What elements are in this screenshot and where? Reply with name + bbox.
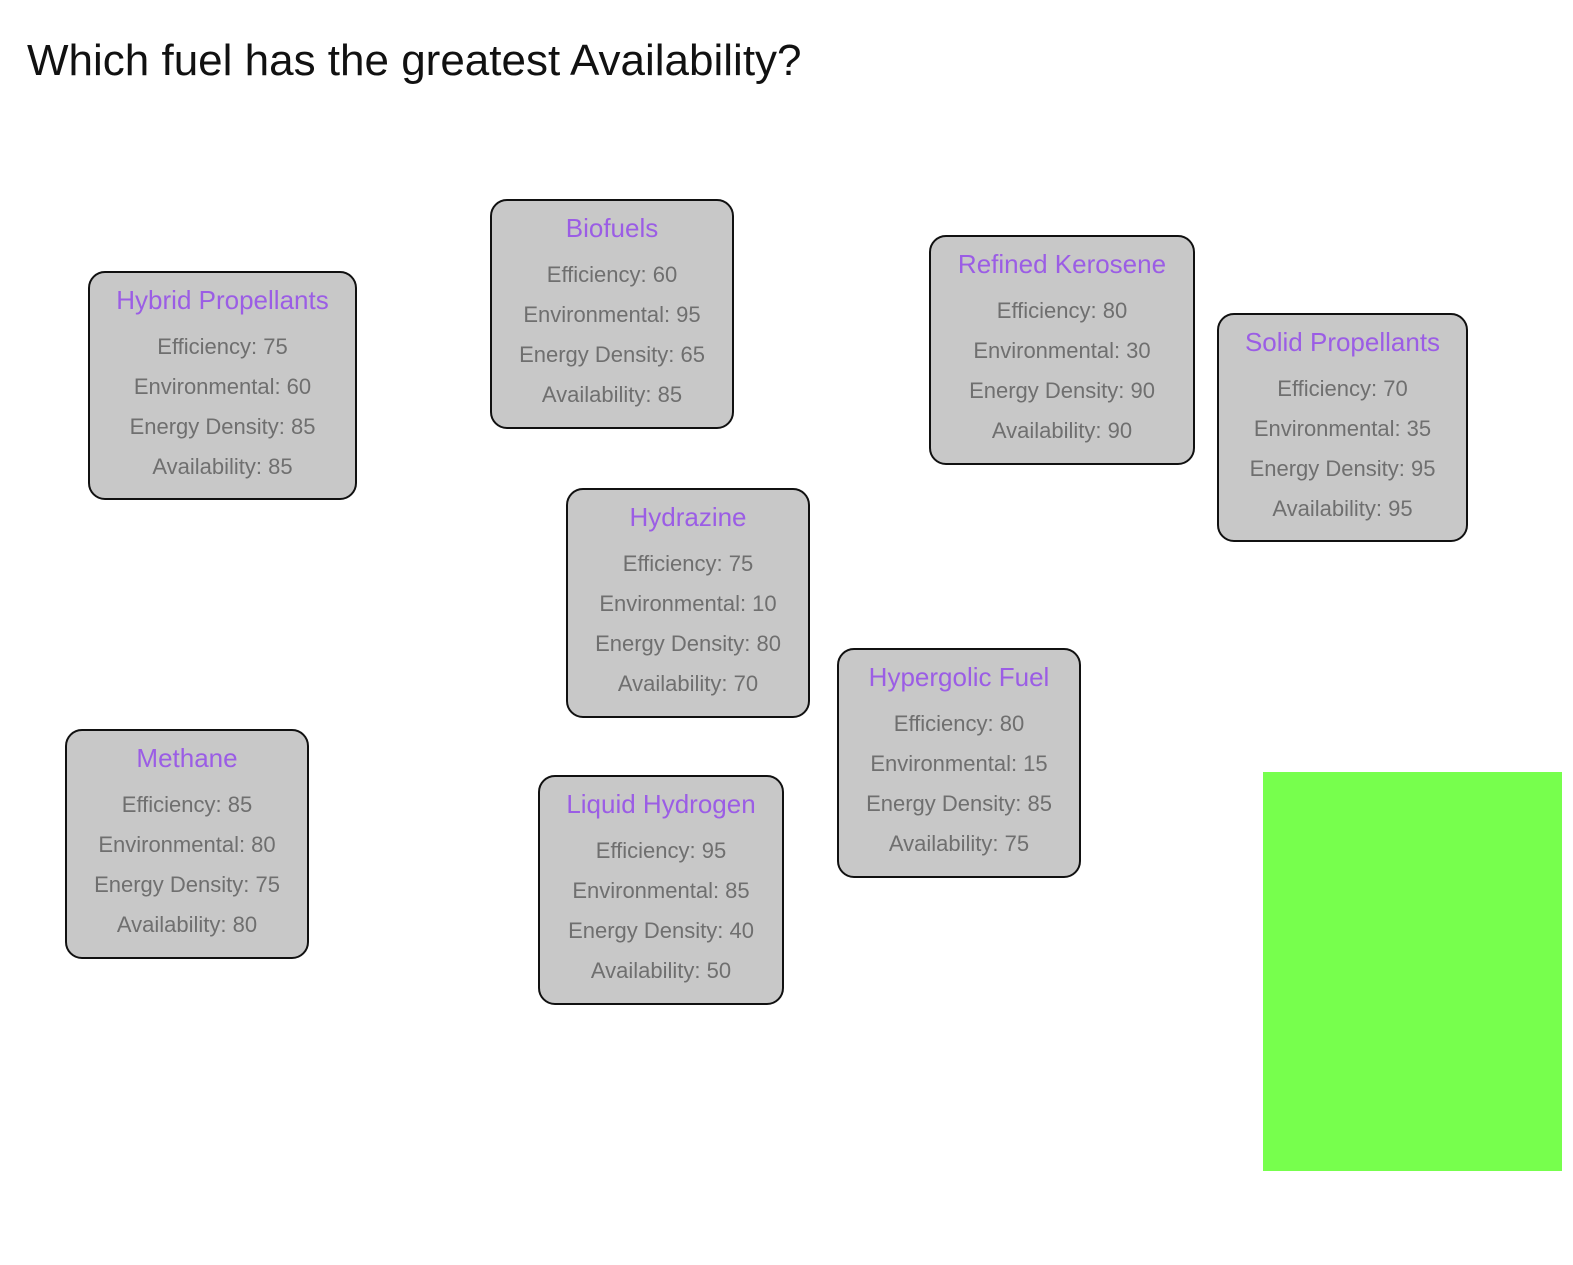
card-title: Hydrazine (629, 502, 747, 532)
fuel-card-solid-propellants[interactable]: Solid Propellants Efficiency: 70 Environ… (1217, 313, 1468, 542)
card-stat-efficiency: Efficiency: 95 (595, 838, 727, 863)
card-title: Methane (136, 743, 238, 773)
fuel-card-hydrazine[interactable]: Hydrazine Efficiency: 75 Environmental: … (566, 488, 810, 718)
card-stat-energy-density: Energy Density: 80 (595, 631, 781, 656)
card-stat-efficiency: Efficiency: 70 (1277, 376, 1408, 401)
card-stat-energy-density: Energy Density: 95 (1249, 456, 1436, 481)
card-title: Hypergolic Fuel (868, 662, 1050, 692)
card-stat-efficiency: Efficiency: 85 (121, 792, 253, 817)
card-stat-energy-density: Energy Density: 75 (94, 872, 280, 897)
card-stat-environmental: Environmental: 15 (870, 751, 1048, 776)
card-stat-environmental: Environmental: 35 (1253, 416, 1432, 441)
card-stat-availability: Availability: 95 (1272, 496, 1413, 521)
card-stat-environmental: Environmental: 80 (98, 832, 276, 857)
card-title: Refined Kerosene (957, 249, 1167, 279)
card-stat-availability: Availability: 90 (991, 418, 1133, 443)
card-stat-energy-density: Energy Density: 40 (568, 918, 754, 943)
card-stat-availability: Availability: 75 (888, 831, 1030, 856)
card-title: Liquid Hydrogen (566, 789, 756, 819)
card-stat-environmental: Environmental: 10 (599, 591, 777, 616)
card-title: Solid Propellants (1244, 327, 1441, 357)
answer-drop-zone[interactable] (1263, 772, 1562, 1171)
fuel-card-liquid-hydrogen[interactable]: Liquid Hydrogen Efficiency: 95 Environme… (538, 775, 784, 1005)
card-stat-efficiency: Efficiency: 75 (622, 551, 754, 576)
fuel-card-biofuels[interactable]: Biofuels Efficiency: 60 Environmental: 9… (490, 199, 734, 429)
card-title: Hybrid Propellants (116, 285, 329, 315)
card-stat-energy-density: Energy Density: 85 (866, 791, 1052, 816)
card-stat-availability: Availability: 50 (590, 958, 732, 983)
card-stat-availability: Availability: 85 (152, 454, 293, 479)
card-title: Biofuels (565, 213, 659, 243)
card-stat-availability: Availability: 80 (116, 912, 258, 937)
fuel-card-refined-kerosene[interactable]: Refined Kerosene Efficiency: 80 Environm… (929, 235, 1195, 465)
fuel-card-methane[interactable]: Methane Efficiency: 85 Environmental: 80… (65, 729, 309, 959)
card-stat-efficiency: Efficiency: 75 (157, 334, 288, 359)
card-stat-environmental: Environmental: 30 (973, 338, 1151, 363)
card-stat-efficiency: Efficiency: 80 (893, 711, 1025, 736)
card-stat-energy-density: Energy Density: 85 (129, 414, 316, 439)
card-stat-environmental: Environmental: 85 (572, 878, 750, 903)
card-stat-availability: Availability: 85 (541, 382, 683, 407)
card-stat-efficiency: Efficiency: 60 (546, 262, 678, 287)
card-stat-efficiency: Efficiency: 80 (996, 298, 1128, 323)
fuel-card-hybrid-propellants[interactable]: Hybrid Propellants Efficiency: 75 Enviro… (88, 271, 357, 500)
card-stat-environmental: Environmental: 95 (523, 302, 701, 327)
card-stat-availability: Availability: 70 (617, 671, 759, 696)
question-prompt: Which fuel has the greatest Availability… (27, 36, 802, 85)
fuel-card-hypergolic-fuel[interactable]: Hypergolic Fuel Efficiency: 80 Environme… (837, 648, 1081, 878)
card-stat-energy-density: Energy Density: 90 (969, 378, 1155, 403)
card-stat-energy-density: Energy Density: 65 (519, 342, 705, 367)
card-stat-environmental: Environmental: 60 (133, 374, 312, 399)
